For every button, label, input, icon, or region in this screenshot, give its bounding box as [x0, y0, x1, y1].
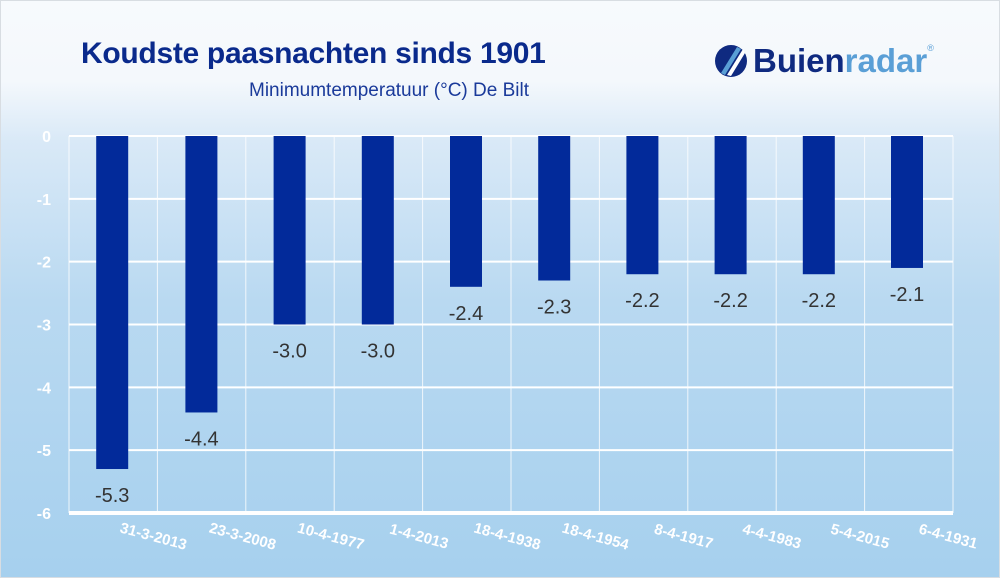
- y-tick-label: -2: [37, 255, 51, 272]
- y-tick-label: -4: [37, 380, 51, 397]
- x-tick-label: 5-4-2015: [829, 521, 891, 553]
- buienradar-logo-icon: [715, 45, 747, 77]
- data-label: -2.4: [449, 303, 483, 325]
- bar-8-4-1917: [626, 136, 659, 275]
- data-label: -5.3: [95, 485, 129, 507]
- logo-registered-mark: ®: [927, 43, 934, 53]
- x-tick-label: 23-3-2008: [207, 520, 277, 554]
- bar-1-4-2013: [361, 136, 394, 325]
- bar-5-4-2015: [802, 136, 835, 275]
- x-tick-label: 18-4-1954: [560, 520, 631, 554]
- y-tick-label: 0: [42, 129, 51, 146]
- data-label: -3.0: [272, 341, 306, 363]
- x-tick-label: 18-4-1938: [472, 520, 542, 554]
- data-label: -2.2: [713, 290, 747, 312]
- bar-31-3-2013: [96, 136, 129, 470]
- x-tick-label: 1-4-2013: [388, 521, 450, 553]
- bar-6-4-1931: [891, 136, 923, 268]
- data-label: -3.0: [361, 341, 395, 363]
- chart-subtitle: Minimumtemperatuur (°C) De Bilt: [249, 80, 529, 101]
- bar-23-3-2008: [185, 136, 218, 413]
- bar-18-4-1954: [538, 136, 571, 281]
- x-tick-label: 8-4-1917: [652, 521, 714, 553]
- data-label: -2.3: [537, 297, 571, 319]
- logo-text-dark: Buien: [753, 42, 845, 79]
- data-label: -2.2: [802, 290, 836, 312]
- data-label: -2.1: [890, 284, 924, 306]
- logo-text-light: radar: [844, 42, 928, 79]
- y-tick-label: -5: [37, 443, 51, 460]
- x-tick-label: 10-4-1977: [296, 520, 366, 554]
- y-tick-label: -3: [37, 318, 51, 335]
- data-label: -4.4: [184, 428, 218, 450]
- bar-18-4-1938: [450, 136, 482, 287]
- chart-title: Koudste paasnachten sinds 1901: [81, 37, 546, 70]
- x-tick-label: 4-4-1983: [741, 521, 803, 553]
- x-tick-label: 31-3-2013: [118, 520, 188, 554]
- y-tick-label: -6: [37, 506, 51, 523]
- bar-4-4-1983: [714, 136, 747, 275]
- buienradar-logo: Buien radar ®: [713, 41, 934, 81]
- y-tick-label: -1: [37, 192, 51, 209]
- data-label: -2.2: [625, 290, 659, 312]
- bar-10-4-1977: [273, 136, 306, 325]
- x-tick-label: 6-4-1931: [917, 521, 979, 553]
